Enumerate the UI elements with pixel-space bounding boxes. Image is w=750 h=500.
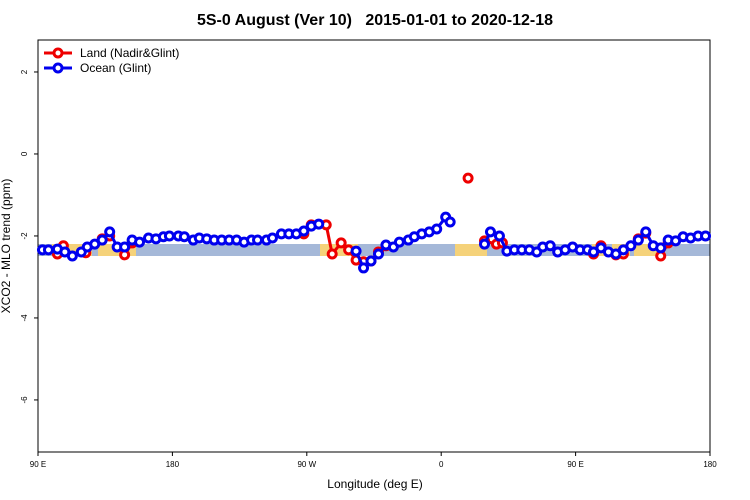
data-point — [298, 225, 310, 237]
x-tick-label: 90 W — [297, 460, 316, 469]
data-point — [326, 248, 338, 260]
y-tick-label: 0 — [20, 151, 29, 156]
x-tick-label: 90 E — [567, 460, 583, 469]
data-point — [119, 241, 131, 253]
legend-marker — [52, 62, 64, 74]
data-point — [640, 226, 652, 238]
y-axis-label: XCO2 - MLO trend (ppm) — [0, 179, 13, 314]
data-point — [252, 234, 264, 246]
data-point — [266, 232, 278, 244]
data-point — [104, 226, 116, 238]
data-point — [655, 242, 667, 254]
chart-title: 5S-0 August (Ver 10) 2015-01-01 to 2020-… — [197, 12, 553, 29]
data-point — [358, 262, 370, 274]
x-tick-label: 90 E — [30, 460, 46, 469]
data-point — [134, 236, 146, 248]
y-tick-label: 2 — [20, 69, 29, 74]
data-point — [462, 172, 474, 184]
data-point — [393, 236, 405, 248]
data-point — [700, 230, 712, 242]
data-point — [632, 234, 644, 246]
data-point — [372, 248, 384, 260]
legend-marker — [52, 47, 64, 59]
x-tick-label: 0 — [439, 460, 444, 469]
plot-frame — [37, 39, 711, 453]
data-point — [544, 240, 556, 252]
land-patch — [455, 244, 487, 256]
data-point — [350, 245, 362, 257]
data-point — [163, 230, 175, 242]
x-axis-label: Longitude (deg E) — [327, 477, 422, 491]
data-point — [66, 250, 78, 262]
data-point — [431, 223, 443, 235]
legend-label: Ocean (Glint) — [80, 61, 151, 75]
data-point — [493, 230, 505, 242]
data-point — [313, 218, 325, 230]
y-tick-label: -4 — [20, 314, 29, 322]
data-point — [335, 237, 347, 249]
data-point — [365, 255, 377, 267]
y-tick-label: -6 — [20, 396, 29, 404]
data-point — [479, 238, 491, 250]
data-point — [178, 231, 190, 243]
x-tick-label: 180 — [166, 460, 180, 469]
data-point — [484, 226, 496, 238]
data-point — [444, 216, 456, 228]
x-tick-label: 180 — [703, 460, 717, 469]
y-tick-label: -2 — [20, 232, 29, 240]
data-point — [625, 240, 637, 252]
data-point — [42, 244, 54, 256]
legend-label: Land (Nadir&Glint) — [80, 46, 179, 60]
data-point — [96, 234, 108, 246]
